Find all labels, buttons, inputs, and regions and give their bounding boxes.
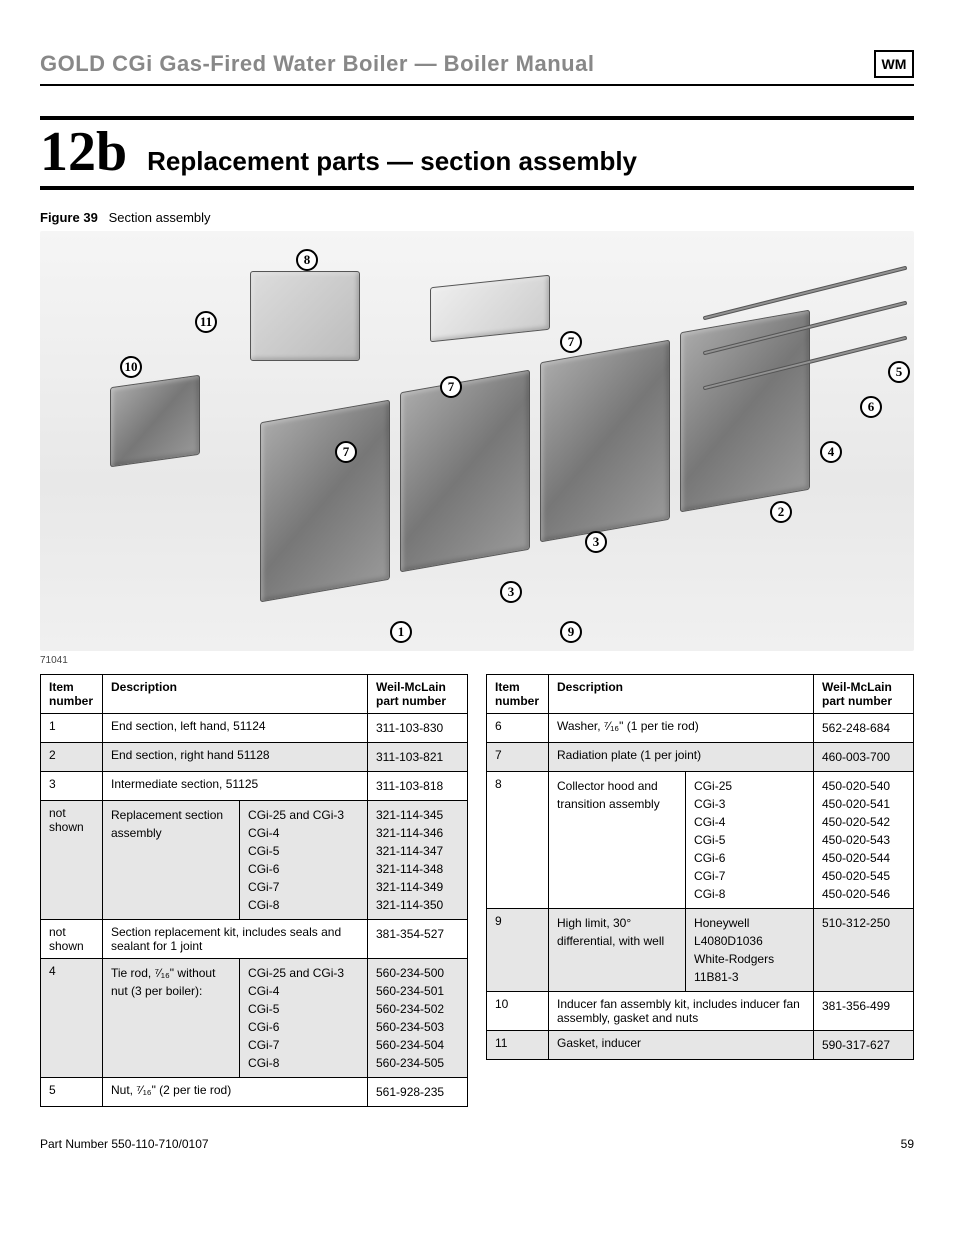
- callout-4: 4: [820, 441, 842, 463]
- section-assembly-diagram: 8 11 10 7 7 7 1 3 3 9 2 4 6 5: [40, 231, 914, 651]
- cell-description: Washer, ⁷⁄₁₆" (1 per tie rod): [549, 714, 814, 743]
- cell-description: High limit, 30° differential, with wellH…: [549, 909, 814, 992]
- callout-2: 2: [770, 501, 792, 523]
- cell-description: Tie rod, ⁷⁄₁₆" without nut (3 per boiler…: [103, 959, 368, 1078]
- callout-8: 8: [296, 249, 318, 271]
- cell-part-number: 311-103-821: [368, 743, 468, 772]
- parts-table-right: Item number Description Weil-McLain part…: [486, 674, 914, 1060]
- callout-5: 5: [888, 361, 910, 383]
- callout-6: 6: [860, 396, 882, 418]
- callout-10: 10: [120, 356, 142, 378]
- cell-item: 11: [487, 1031, 549, 1060]
- cell-part-number: 311-103-830: [368, 714, 468, 743]
- cell-description: Inducer fan assembly kit, includes induc…: [549, 992, 814, 1031]
- cell-part-number: 381-354-527: [368, 920, 468, 959]
- col-desc: Description: [549, 675, 814, 714]
- cell-description: End section, right hand 51128: [103, 743, 368, 772]
- cell-description: Intermediate section, 51125: [103, 772, 368, 801]
- section-label: Replacement parts — section assembly: [147, 146, 637, 177]
- callout-7b: 7: [440, 376, 462, 398]
- part-number-footer: Part Number 550-110-710/0107: [40, 1137, 209, 1151]
- parts-tables: Item number Description Weil-McLain part…: [40, 674, 914, 1107]
- col-item: Item number: [41, 675, 103, 714]
- table-row: 8Collector hood and transition assemblyC…: [487, 772, 914, 909]
- figure-caption: Figure 39 Section assembly: [40, 210, 914, 225]
- cell-description: Nut, ⁷⁄₁₆" (2 per tie rod): [103, 1078, 368, 1107]
- section-heading: 12b Replacement parts — section assembly: [40, 116, 914, 190]
- cell-part-number: 510-312-250: [814, 909, 914, 992]
- cell-part-number: 460-003-700: [814, 743, 914, 772]
- table-row: not shownReplacement section assemblyCGi…: [41, 801, 468, 920]
- cell-part-number: 311-103-818: [368, 772, 468, 801]
- callout-7c: 7: [560, 331, 582, 353]
- cell-item: 5: [41, 1078, 103, 1107]
- page-footer: Part Number 550-110-710/0107 59: [40, 1137, 914, 1151]
- table-row: 10Inducer fan assembly kit, includes ind…: [487, 992, 914, 1031]
- cell-part-number: 590-317-627: [814, 1031, 914, 1060]
- callout-3b: 3: [585, 531, 607, 553]
- table-row: 11Gasket, inducer590-317-627: [487, 1031, 914, 1060]
- cell-description: Gasket, inducer: [549, 1031, 814, 1060]
- callout-11: 11: [195, 311, 217, 333]
- table-row: 6Washer, ⁷⁄₁₆" (1 per tie rod)562-248-68…: [487, 714, 914, 743]
- table-row: 9High limit, 30° differential, with well…: [487, 909, 914, 992]
- col-item: Item number: [487, 675, 549, 714]
- cell-description: End section, left hand, 51124: [103, 714, 368, 743]
- cell-item: 2: [41, 743, 103, 772]
- brand-logo: WM: [874, 50, 914, 78]
- cell-part-number: 561-928-235: [368, 1078, 468, 1107]
- section-number: 12b: [40, 124, 127, 180]
- cell-description: Radiation plate (1 per joint): [549, 743, 814, 772]
- cell-item: 8: [487, 772, 549, 909]
- cell-item: 1: [41, 714, 103, 743]
- cell-item: 9: [487, 909, 549, 992]
- table-row: 2End section, right hand 51128311-103-82…: [41, 743, 468, 772]
- table-row: 3Intermediate section, 51125311-103-818: [41, 772, 468, 801]
- cell-item: 7: [487, 743, 549, 772]
- col-desc: Description: [103, 675, 368, 714]
- figure-ref: 71041: [40, 655, 914, 666]
- header-bar: GOLD CGi Gas-Fired Water Boiler — Boiler…: [40, 50, 914, 86]
- cell-part-number: 562-248-684: [814, 714, 914, 743]
- cell-description: Collector hood and transition assemblyCG…: [549, 772, 814, 909]
- cell-description: Section replacement kit, includes seals …: [103, 920, 368, 959]
- cell-item: not shown: [41, 801, 103, 920]
- parts-table-left: Item number Description Weil-McLain part…: [40, 674, 468, 1107]
- table-row: 7Radiation plate (1 per joint)460-003-70…: [487, 743, 914, 772]
- cell-item: 6: [487, 714, 549, 743]
- callout-1: 1: [390, 621, 412, 643]
- figure-label: Figure 39: [40, 210, 98, 225]
- manual-title: GOLD CGi Gas-Fired Water Boiler — Boiler…: [40, 51, 594, 77]
- cell-item: not shown: [41, 920, 103, 959]
- table-row: 1End section, left hand, 51124311-103-83…: [41, 714, 468, 743]
- callout-7a: 7: [335, 441, 357, 463]
- table-row: 4Tie rod, ⁷⁄₁₆" without nut (3 per boile…: [41, 959, 468, 1078]
- table-row: 5Nut, ⁷⁄₁₆" (2 per tie rod)561-928-235: [41, 1078, 468, 1107]
- cell-description: Replacement section assemblyCGi-25 and C…: [103, 801, 368, 920]
- table-row: not shownSection replacement kit, includ…: [41, 920, 468, 959]
- cell-item: 3: [41, 772, 103, 801]
- col-part: Weil-McLain part number: [368, 675, 468, 714]
- callout-9: 9: [560, 621, 582, 643]
- cell-part-number: 450-020-540 450-020-541 450-020-542 450-…: [814, 772, 914, 909]
- page-number: 59: [901, 1137, 914, 1151]
- cell-part-number: 381-356-499: [814, 992, 914, 1031]
- figure-caption-text: Section assembly: [109, 210, 211, 225]
- cell-item: 4: [41, 959, 103, 1078]
- callout-3a: 3: [500, 581, 522, 603]
- cell-part-number: 321-114-345 321-114-346 321-114-347 321-…: [368, 801, 468, 920]
- cell-item: 10: [487, 992, 549, 1031]
- cell-part-number: 560-234-500 560-234-501 560-234-502 560-…: [368, 959, 468, 1078]
- col-part: Weil-McLain part number: [814, 675, 914, 714]
